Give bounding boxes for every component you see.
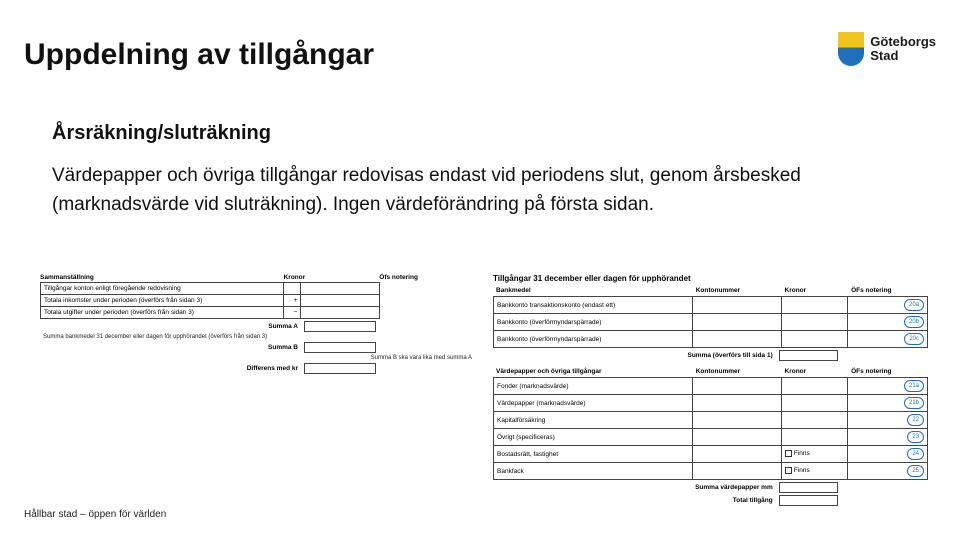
vp-row-5: Bostadsrätt, fastighet	[494, 446, 693, 463]
tag-20a: 20a	[904, 299, 924, 311]
logo-line1: Göteborgs	[870, 35, 936, 49]
total-box	[779, 495, 838, 506]
left-kr-3	[301, 307, 379, 319]
vp5-cb-label: Finns	[794, 451, 810, 458]
subheading: Årsräkning/sluträkning	[52, 122, 271, 145]
vp-row-5-cb: Finns	[781, 446, 847, 463]
vp-row-3: Kapitalförsäkring	[494, 412, 693, 429]
left-table: Tillgångar konton enligt föregående redo…	[40, 282, 475, 319]
vp-table: Fonder (marknadsvärde) 21a Värdepapper (…	[493, 377, 928, 480]
vp-row-4: Övrigt (specificeras)	[494, 429, 693, 446]
vp-col-konto: Kontonummer	[693, 366, 782, 377]
vp-col-kronor: Kronor	[782, 366, 849, 377]
left-kr-2	[301, 295, 379, 307]
vp-header-row: Värdepapper och övriga tillgångar Konton…	[493, 366, 928, 377]
left-kr-1	[301, 283, 379, 295]
differens-box	[304, 363, 376, 374]
right-section-title: Tillgångar 31 december eller dagen för u…	[493, 274, 928, 283]
left-sign-plus: +	[284, 295, 301, 307]
bank-row-1: Bankkonto transaktionskonto (endast ett)	[494, 297, 693, 314]
summa-a-box	[304, 321, 376, 332]
page-title: Uppdelning av tillgångar	[24, 38, 374, 72]
logo-line2: Stad	[870, 49, 936, 63]
total-label: Total tillgång	[493, 494, 776, 507]
bank-header-row: Bankmedel Kontonummer Kronor ÖFs noterin…	[493, 285, 928, 296]
left-row-1: Tillgångar konton enligt föregående redo…	[41, 283, 284, 295]
vp-row-1: Fonder (marknadsvärde)	[494, 378, 693, 395]
summa-check: Summa B ska vara lika med summa A	[40, 354, 475, 362]
vp-sum-rows: Summa värdepapper mm Total tillgång	[493, 481, 928, 507]
vp-header: Värdepapper och övriga tillgångar	[493, 366, 693, 377]
tag-21a: 21a	[904, 380, 924, 392]
differens-label: Differens med kr	[40, 362, 301, 375]
forms-container: Sammanställning Kronor Öfs notering Till…	[40, 274, 930, 507]
bank-header: Bankmedel	[493, 285, 693, 296]
left-sign-cell	[284, 283, 301, 295]
left-row-3: Totala utgifter under perioden (överförs…	[41, 307, 284, 319]
col-note: ÖFs notering	[848, 285, 928, 296]
vp-sum-label: Summa värdepapper mm	[493, 481, 776, 494]
left-note-3	[379, 307, 474, 319]
logo-crest-icon	[838, 32, 864, 66]
tag-23: 23	[907, 431, 924, 443]
logo: Göteborgs Stad	[838, 32, 936, 66]
bank-row-3: Bankkonto (överförmyndarspärrade)	[494, 331, 693, 348]
form-sammanstallning: Sammanställning Kronor Öfs notering Till…	[40, 274, 475, 507]
bank-sum-label: Summa (överförs till sida 1)	[493, 349, 776, 362]
vp-col-note: ÖFs notering	[848, 366, 928, 377]
summa-b-line: Summa bankmedel 31 december eller dagen …	[40, 333, 301, 341]
left-col-kronor: Kronor	[284, 274, 380, 281]
left-note-1	[379, 283, 474, 295]
left-row-2: Totala inkomster under perioden (överför…	[41, 295, 284, 307]
left-col-note: Öfs notering	[379, 274, 475, 281]
left-note-2	[379, 295, 474, 307]
tag-25: 25	[907, 465, 924, 477]
vp-row-2: Värdepapper (marknadsvärde)	[494, 395, 693, 412]
left-sign-minus: −	[284, 307, 301, 319]
bank-table: Bankkonto transaktionskonto (endast ett)…	[493, 296, 928, 348]
tag-20b: 20b	[904, 316, 924, 328]
left-summary: Summa A Summa bankmedel 31 december elle…	[40, 320, 475, 375]
tag-21b: 21b	[904, 397, 924, 409]
body-paragraph: Värdepapper och övriga tillgångar redovi…	[52, 162, 872, 219]
vp-sum-box	[779, 482, 838, 493]
col-kronor: Kronor	[782, 285, 849, 296]
footer-tagline: Hållbar stad – öppen för världen	[24, 509, 166, 520]
summa-b-label: Summa B	[40, 341, 301, 354]
col-konto: Kontonummer	[693, 285, 782, 296]
left-section-title: Sammanställning	[40, 274, 284, 281]
bank-row-2: Bankkonto (överförmyndarspärrade)	[494, 314, 693, 331]
bank-sum-row: Summa (överförs till sida 1)	[493, 349, 928, 362]
logo-text: Göteborgs Stad	[870, 35, 936, 64]
vp-row-6-cb: Finns	[781, 463, 847, 480]
summa-a-label: Summa A	[40, 320, 301, 333]
form-tillgangar: Tillgångar 31 december eller dagen för u…	[493, 274, 928, 507]
bank-sum-box	[779, 350, 838, 361]
checkbox-icon	[785, 450, 792, 457]
tag-22: 22	[907, 414, 924, 426]
tag-20c: 20c	[904, 333, 924, 345]
vp6-cb-label: Finns	[794, 468, 810, 475]
tag-24: 24	[907, 448, 924, 460]
vp-row-6: Bankfack	[494, 463, 693, 480]
checkbox-icon	[785, 467, 792, 474]
summa-b-box	[304, 342, 376, 353]
